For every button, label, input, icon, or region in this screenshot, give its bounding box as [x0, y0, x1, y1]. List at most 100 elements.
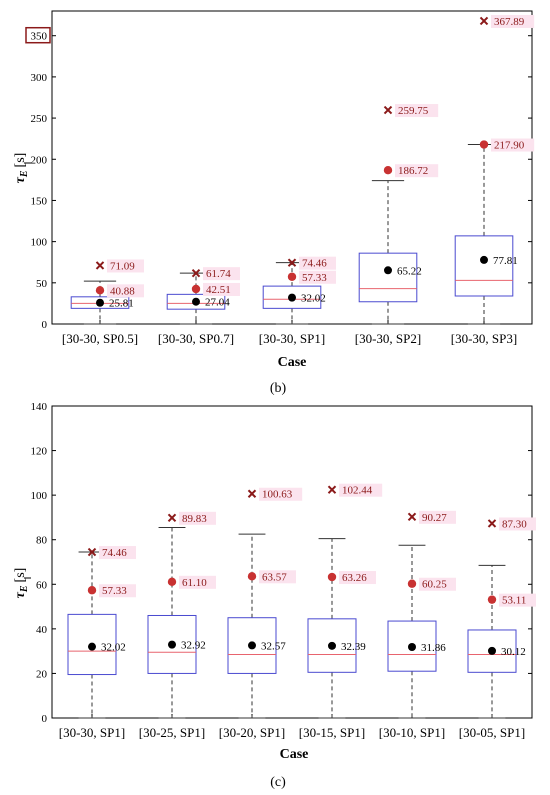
max-label-bg: [179, 511, 216, 525]
mean-label: 27.04: [205, 297, 230, 309]
p95-marker: [479, 140, 489, 149]
plot-area-b: 0 50 100 150 200 250 300 350 [30-30, SP0.5] [30-3…: [25, 10, 535, 346]
max-label: 90.27: [422, 512, 447, 524]
chart-panel-c: 0 20 40 60 80 100 120 140 [30-30, SP1] [30-25, SP…: [13, 401, 536, 790]
mean-label: 32.02: [301, 293, 326, 305]
y-tick-label: 140: [31, 401, 48, 413]
p95-label-bg: [339, 571, 376, 585]
mean-marker: [288, 293, 296, 302]
mean-label: 25.81: [109, 298, 134, 310]
p95-label: 40.88: [110, 285, 135, 297]
y-tick-label: 250: [31, 113, 48, 125]
box-c-3: [227, 533, 277, 719]
p95-marker: [87, 586, 97, 595]
max-marker: [407, 512, 417, 522]
max-label: 61.74: [206, 268, 231, 280]
max-label-bg: [395, 104, 439, 118]
x-tick-label: [30-15, SP1]: [299, 725, 365, 740]
p95-marker: [247, 572, 257, 581]
y-tick-label: 200: [31, 154, 48, 166]
box-body: [358, 252, 418, 303]
max-label-bg: [491, 14, 535, 28]
max-label: 100.63: [262, 489, 293, 501]
p95-marker: [95, 286, 105, 295]
y-tick-label: 80: [36, 535, 48, 547]
max-label-bg: [339, 483, 383, 497]
max-label: 74.46: [102, 547, 127, 559]
box-body: [387, 620, 437, 672]
max-label-bg: [107, 259, 144, 273]
max-label: 74.46: [302, 258, 327, 270]
x-tick-label: [30-30, SP1]: [259, 331, 325, 346]
x-tick-label: [30-30, SP1]: [59, 725, 125, 740]
p95-label-bg: [259, 570, 296, 584]
y-tick-label: 60: [36, 579, 48, 591]
p95-marker: [383, 166, 393, 175]
x-axis-label-c: Case: [280, 747, 309, 762]
box-b-5: [454, 144, 514, 325]
max-label: 102.44: [342, 485, 373, 497]
p95-label: 53.11: [502, 595, 526, 607]
mean-marker: [88, 642, 96, 651]
p95-label-bg: [179, 575, 216, 589]
max-marker: [487, 519, 497, 528]
p95-marker: [287, 272, 297, 281]
y-axis-label-b: τE [s]: [13, 153, 30, 184]
p95-label-bg: [491, 138, 535, 152]
x-axis-label-b: Case: [278, 355, 307, 370]
mean-label: 30.12: [501, 646, 526, 658]
x-tick-label: [30-30, SP2]: [355, 331, 421, 346]
y-tick-label: 0: [42, 319, 48, 331]
box-c-2: [147, 526, 197, 719]
y-axis-label-symbol-c: τ: [13, 591, 28, 598]
p95-label: 57.33: [302, 272, 327, 284]
max-marker: [191, 268, 201, 278]
p95-label: 61.10: [182, 577, 207, 589]
y-axis-label-sub-c: E: [19, 585, 30, 593]
x-tick-label: [30-30, SP0.7]: [158, 331, 234, 346]
p95-label: 57.33: [102, 585, 127, 597]
box-body: [454, 235, 514, 297]
mean-label: 31.86: [421, 642, 446, 654]
y-tick-label: 100: [31, 490, 48, 502]
p95-label: 42.51: [206, 284, 231, 296]
max-label-bg: [299, 256, 336, 270]
mean-marker: [248, 641, 256, 650]
max-label-bg: [499, 517, 536, 531]
max-label: 367.89: [494, 16, 525, 28]
max-marker: [479, 16, 489, 26]
y-tick-label: 100: [31, 237, 48, 249]
x-tick-label: [30-05, SP1]: [459, 725, 525, 740]
mean-marker: [96, 298, 104, 307]
p95-label-bg: [419, 577, 456, 591]
y-tick-label: 0: [42, 713, 48, 725]
p95-label: 217.90: [494, 140, 525, 152]
plot-frame: [51, 405, 533, 719]
mean-marker: [408, 642, 416, 651]
box-c-6: [467, 564, 517, 719]
p95-label-bg: [99, 584, 136, 598]
max-label-bg: [419, 510, 456, 524]
max-label: 89.83: [182, 513, 207, 525]
p95-marker: [167, 577, 177, 587]
panel-label-c: (c): [270, 775, 286, 790]
p95-marker: [487, 595, 497, 604]
y-tick-label: 20: [36, 668, 48, 680]
max-label-bg: [99, 546, 136, 560]
mean-marker: [384, 266, 392, 275]
y-axis-label-c: τE [s]: [13, 568, 30, 599]
max-marker: [327, 485, 337, 494]
box-c-1: [67, 551, 117, 719]
y-tick-label: 150: [31, 195, 48, 207]
mean-marker: [192, 297, 200, 306]
p95-label: 63.26: [342, 572, 367, 584]
p95-label-bg: [395, 164, 439, 178]
highlighted-tick-box: [25, 26, 51, 44]
p95-label-bg: [299, 270, 336, 284]
p95-marker: [327, 572, 337, 582]
y-axis-label-symbol-b: τ: [13, 176, 28, 183]
mean-label: 77.81: [493, 255, 518, 267]
mean-label: 32.57: [261, 640, 286, 652]
max-label: 259.75: [398, 105, 429, 117]
